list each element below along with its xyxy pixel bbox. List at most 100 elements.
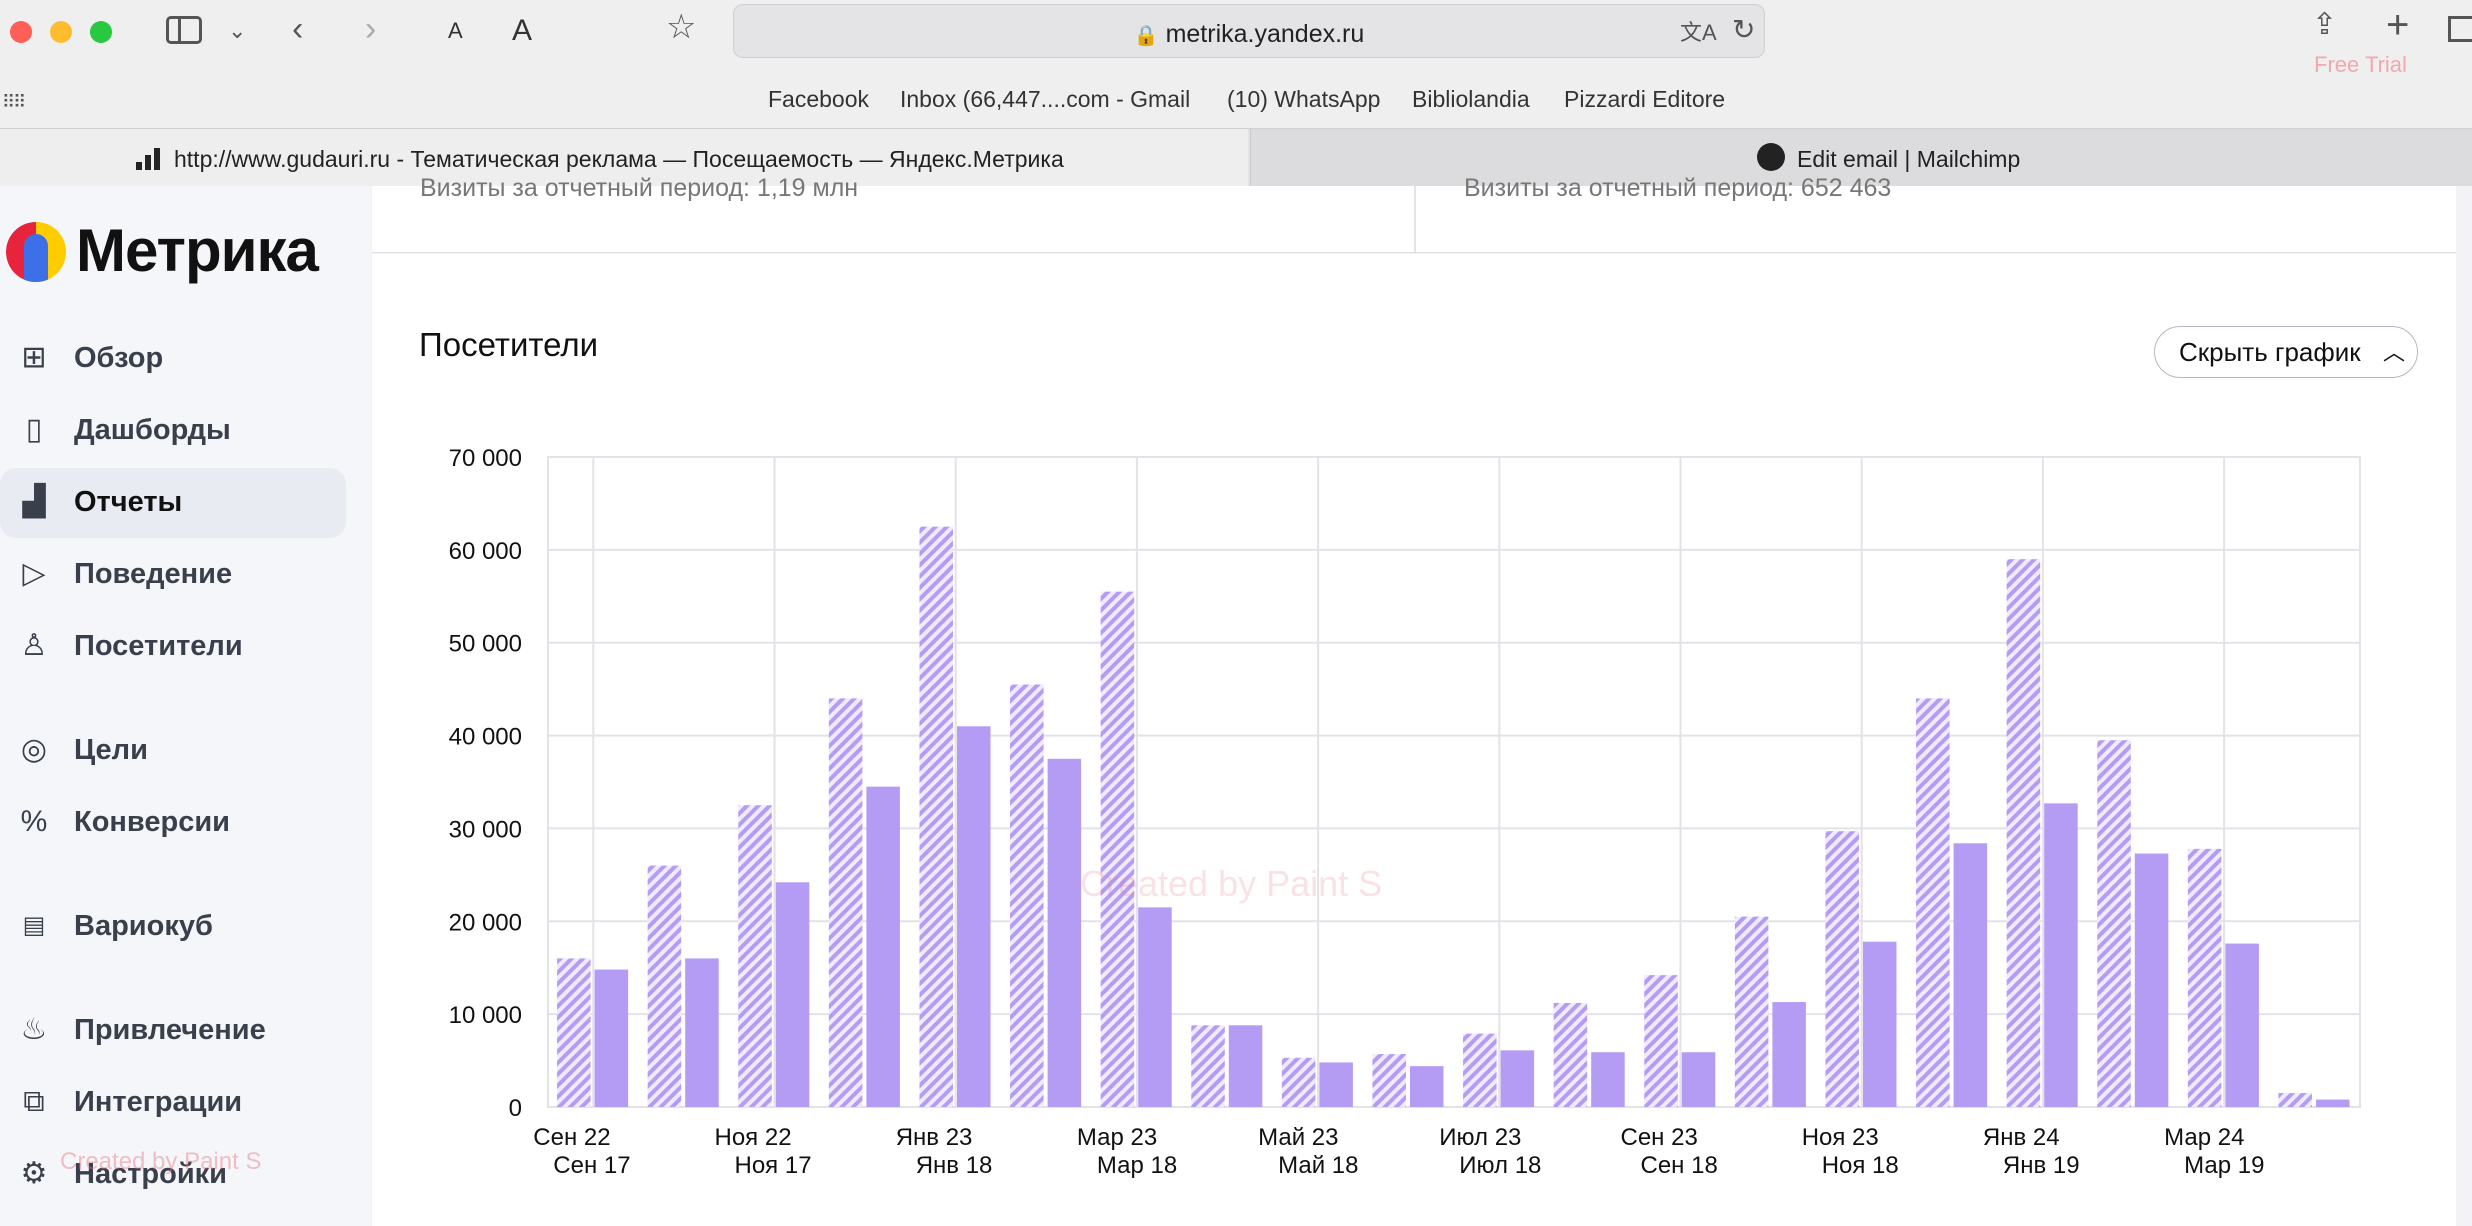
- bar-solid[interactable]: [2225, 943, 2259, 1107]
- sidebar-item-variocube[interactable]: ▤ Вариокуб: [0, 896, 370, 956]
- hide-chart-button[interactable]: Скрыть график ︿: [2154, 326, 2418, 378]
- bar-hatched[interactable]: [2187, 848, 2222, 1107]
- minimize-window-button[interactable]: [50, 21, 72, 43]
- bar-solid[interactable]: [1228, 1025, 1263, 1107]
- bar-hatched[interactable]: [1100, 591, 1135, 1107]
- bar-hatched[interactable]: [1010, 684, 1044, 1108]
- x-tick-label: Янв 24: [1983, 1124, 2060, 1151]
- metrika-favicon-icon: [136, 148, 162, 170]
- forward-icon[interactable]: ›: [365, 10, 377, 48]
- tab-metrika[interactable]: [0, 129, 1248, 186]
- tab-overview-icon[interactable]: [2448, 16, 2472, 42]
- bar-hatched[interactable]: [2278, 1093, 2312, 1107]
- bar-solid[interactable]: [1500, 1050, 1535, 1107]
- bar-hatched[interactable]: [1916, 698, 1950, 1107]
- tab-title: Edit email | Mailchimp: [1797, 146, 2021, 172]
- bookmark-star-icon[interactable]: ☆: [666, 8, 697, 46]
- sidebar-item-settings[interactable]: ⚙ Настройки: [0, 1144, 370, 1204]
- bookmark-item[interactable]: (10) WhatsApp: [1227, 86, 1381, 112]
- play-icon: ▷: [22, 557, 46, 590]
- bar-solid[interactable]: [1862, 941, 1897, 1107]
- x-tick-label-compare: Май 18: [1278, 1152, 1358, 1179]
- bar-hatched[interactable]: [647, 865, 682, 1107]
- bar-solid[interactable]: [866, 786, 900, 1107]
- sidebar-item-visitors[interactable]: ♙ Посетители: [0, 616, 370, 676]
- bar-hatched[interactable]: [1191, 1025, 1225, 1107]
- sidebar-item-overview[interactable]: ⊞ Обзор: [0, 328, 370, 388]
- bar-solid[interactable]: [956, 726, 991, 1107]
- plot-border: [547, 456, 2361, 1108]
- x-tick-label-compare: Ноя 17: [735, 1152, 812, 1179]
- apps-grid-icon[interactable]: ⠿⠿: [2, 92, 26, 112]
- bar-hatched[interactable]: [1825, 831, 1859, 1107]
- bar-solid[interactable]: [594, 969, 629, 1107]
- x-tick-label: Ноя 23: [1802, 1124, 1879, 1151]
- sidebar-item-conversions[interactable]: % Конверсии: [0, 792, 370, 852]
- bar-hatched[interactable]: [557, 958, 591, 1107]
- sidebar-toggle-icon[interactable]: [166, 16, 202, 44]
- target-icon: ◎: [20, 733, 48, 766]
- bar-solid[interactable]: [685, 958, 719, 1107]
- metrika-logo-icon[interactable]: [6, 222, 66, 282]
- bar-hatched[interactable]: [1281, 1057, 1316, 1107]
- bar-solid[interactable]: [1319, 1062, 1353, 1107]
- chevron-up-icon: ︿: [2383, 340, 2406, 365]
- bookmark-item[interactable]: Bibliolandia: [1412, 86, 1530, 112]
- bookmark-item[interactable]: Pizzardi Editore: [1564, 86, 1726, 112]
- bar-hatched[interactable]: [1553, 1003, 1588, 1107]
- gear-icon: ⚙: [20, 1157, 48, 1190]
- text-larger-icon[interactable]: A: [512, 14, 533, 47]
- address-bar[interactable]: 🔒 metrika.yandex.ru 文A ↻: [733, 4, 1765, 58]
- new-tab-icon[interactable]: +: [2386, 3, 2410, 47]
- bar-solid[interactable]: [1591, 1052, 1625, 1107]
- bar-solid[interactable]: [1681, 1052, 1716, 1107]
- bar-solid[interactable]: [1047, 758, 1082, 1107]
- bar-hatched[interactable]: [919, 526, 953, 1107]
- bar-solid[interactable]: [1138, 907, 1172, 1107]
- bookmark-item[interactable]: Inbox (66,447....com - Gmail: [900, 86, 1191, 112]
- sidebar-item-behavior[interactable]: ▷ Поведение: [0, 544, 370, 604]
- back-icon[interactable]: ‹: [292, 10, 304, 48]
- sidebar-item-dashboards[interactable]: ▯ Дашборды: [0, 400, 370, 460]
- x-tick-label-compare: Сен 18: [1641, 1152, 1718, 1179]
- text-smaller-icon[interactable]: A: [448, 18, 463, 43]
- bar-solid[interactable]: [2134, 853, 2169, 1108]
- zoom-window-button[interactable]: [90, 21, 112, 43]
- y-tick-label: 40 000: [449, 724, 522, 751]
- x-tick-label-compare: Янв 19: [2003, 1152, 2080, 1179]
- bar-hatched[interactable]: [2097, 740, 2131, 1107]
- percent-icon: %: [20, 805, 48, 838]
- sidebar-item-goals[interactable]: ◎ Цели: [0, 720, 370, 780]
- extension-label[interactable]: Free Trial: [2314, 52, 2407, 77]
- bar-hatched[interactable]: [738, 805, 772, 1107]
- dashboards-icon: ▯: [25, 413, 43, 446]
- bar-hatched[interactable]: [1734, 916, 1769, 1107]
- reload-icon[interactable]: ↻: [1732, 14, 1756, 45]
- sidebar-item-integrations[interactable]: ⧉ Интеграции: [0, 1072, 370, 1132]
- bookmark-item[interactable]: Facebook: [768, 86, 870, 112]
- bar-hatched[interactable]: [1372, 1054, 1406, 1107]
- bar-hatched[interactable]: [828, 698, 863, 1107]
- translate-icon[interactable]: 文A: [1680, 20, 1717, 45]
- bar-solid[interactable]: [1409, 1066, 1444, 1107]
- sidebar-item-reports[interactable]: ▟ Отчеты: [0, 468, 346, 538]
- sidebar-item-acquisition[interactable]: ♨ Привлечение: [0, 1000, 370, 1060]
- close-window-button[interactable]: [10, 21, 32, 43]
- bar-solid[interactable]: [2315, 1099, 2350, 1107]
- chevron-down-icon[interactable]: ⌄: [228, 18, 247, 43]
- x-tick-label: Янв 23: [896, 1124, 973, 1151]
- bar-hatched[interactable]: [1463, 1033, 1497, 1107]
- bar-solid[interactable]: [1953, 843, 1988, 1107]
- bar-solid[interactable]: [2044, 803, 2078, 1107]
- mailchimp-favicon-icon: [1757, 143, 1785, 171]
- bar-solid[interactable]: [1772, 1002, 1806, 1107]
- y-tick-label: 50 000: [449, 631, 522, 658]
- share-icon[interactable]: ⇪: [2312, 8, 2338, 41]
- x-tick-label-compare: Янв 18: [916, 1152, 993, 1179]
- bar-solid[interactable]: [775, 882, 810, 1107]
- tab-mailchimp[interactable]: [1250, 129, 2472, 186]
- bar-hatched[interactable]: [2006, 559, 2041, 1107]
- bar-hatched[interactable]: [1644, 975, 1678, 1107]
- puzzle-icon: ⧉: [23, 1085, 45, 1118]
- flame-icon: ♨: [20, 1013, 48, 1046]
